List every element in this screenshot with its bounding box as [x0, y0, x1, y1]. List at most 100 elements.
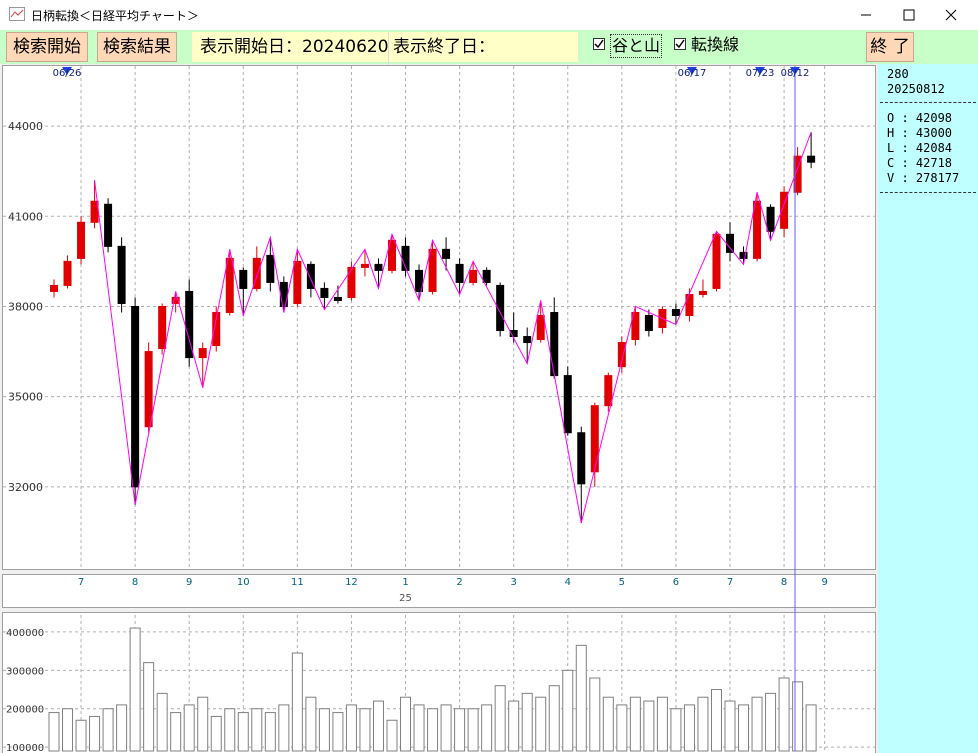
volume-bar: [656, 696, 668, 752]
volume-bar: [670, 708, 682, 752]
candle-body: [293, 260, 302, 304]
candle-body: [685, 293, 694, 316]
volume-bar: [48, 712, 60, 752]
volume-bar: [102, 708, 114, 752]
candle-body: [455, 263, 464, 283]
turning-line-label[interactable]: 転換線: [691, 35, 740, 54]
price-panel: [2, 65, 876, 570]
candle-body: [374, 263, 383, 271]
y-tick-label: 41000: [8, 210, 43, 223]
candle-body: [712, 233, 721, 289]
candle-body: [644, 314, 653, 332]
search-results-button[interactable]: 検索結果: [97, 32, 177, 62]
volume-bar: [778, 677, 790, 752]
volume-bar: [332, 712, 344, 752]
volume-bar: [264, 712, 276, 752]
y-tick-label: 35000: [8, 391, 43, 404]
candle-body: [266, 254, 275, 283]
candle-body: [117, 245, 126, 304]
candle-body: [63, 260, 72, 286]
ohlcv-high: H : 43000: [887, 126, 953, 140]
candle-body: [252, 257, 261, 289]
candle-body: [388, 239, 396, 271]
candle-body: [347, 266, 356, 298]
volume-bar: [413, 704, 425, 752]
candle-body: [590, 405, 599, 473]
info-panel: 280 20250812 O : 42098 H : 43000 L : 420…: [878, 64, 978, 753]
volume-bar: [183, 704, 195, 752]
candle-body: [536, 314, 545, 341]
separator: [880, 192, 976, 193]
candle-body: [225, 257, 234, 313]
volume-bar: [697, 696, 709, 752]
window-controls[interactable]: [850, 0, 978, 30]
chart-area: 7 8 9 10 11 12 1 2 3 4 5 6 7 8 92532000350003800041000…: [2, 65, 876, 753]
candle-body: [753, 200, 762, 259]
volume-bar: [345, 704, 357, 752]
marker-label: 07/23: [746, 68, 775, 79]
x-year-label: 25: [399, 593, 412, 604]
candle-body: [306, 263, 315, 289]
y-tick-label: 38000: [8, 300, 43, 313]
candle-body: [807, 155, 816, 163]
marker-triangle: [62, 67, 72, 75]
axis-panel: [2, 574, 876, 608]
candle-body: [726, 233, 734, 253]
volume-bar: [170, 712, 182, 752]
separator: [880, 102, 976, 103]
candle-body: [698, 290, 707, 295]
candle-body: [158, 305, 167, 350]
volume-bar: [521, 692, 533, 752]
volume-bar: [562, 669, 574, 752]
toolbar: 検索開始 検索結果 表示開始日：20240620 表示終了日：20250820 …: [0, 30, 978, 92]
volume-bar: [62, 708, 74, 752]
candle-body: [780, 191, 789, 229]
date-range: 表示開始日：20240620 表示終了日：20250820: [192, 32, 578, 92]
candle-body: [563, 375, 572, 434]
volume-bar: [738, 704, 750, 752]
candle-body: [617, 342, 626, 368]
candle-body: [198, 348, 207, 359]
marker-triangle: [755, 67, 765, 75]
volume-bar: [116, 704, 128, 752]
candle-body: [766, 206, 775, 232]
close[interactable]: [945, 9, 957, 21]
volume-bar: [710, 689, 722, 752]
candle-body: [442, 248, 451, 259]
volume-bar: [427, 708, 439, 752]
candle-body: [185, 290, 194, 359]
volume-bar: [291, 652, 303, 752]
ohlcv-volume: V : 278177: [887, 171, 960, 185]
volume-bar: [575, 644, 587, 752]
x-tick-label: 5: [619, 577, 625, 588]
window-title: 日柄転換＜日経平均チャート＞: [31, 9, 199, 23]
exit-button[interactable]: 終 了: [866, 32, 914, 62]
volume-bar: [251, 708, 263, 752]
peaks-valleys-label[interactable]: 谷と山: [610, 34, 663, 58]
search-start-button[interactable]: 検索開始: [6, 32, 88, 62]
peaks-valleys-checkbox[interactable]: [593, 38, 605, 50]
start-date: 表示開始日：20240620: [200, 37, 389, 57]
candle-body: [90, 200, 99, 223]
y-tick-label: 32000: [8, 481, 43, 494]
turning-line-checkbox[interactable]: [674, 38, 686, 50]
maximize[interactable]: [903, 9, 915, 21]
marker-label: 08/12: [781, 68, 810, 79]
candle-body: [523, 336, 532, 344]
x-tick-label: 7: [727, 577, 733, 588]
candle-body: [482, 269, 491, 283]
marker-label: 06/17: [678, 68, 707, 79]
candle-body: [739, 251, 748, 259]
volume-bar: [386, 719, 398, 752]
marker-label: 06/26: [53, 68, 82, 79]
volume-bar: [372, 700, 384, 752]
volume-bar: [454, 708, 466, 752]
volume-bar: [129, 627, 141, 752]
x-tick-label: 9: [186, 577, 192, 588]
app-icon: [9, 7, 25, 21]
marker-triangle: [790, 67, 800, 75]
volume-bar: [197, 696, 209, 752]
x-tick-label: 8: [132, 577, 138, 588]
volume-bar: [89, 715, 101, 752]
candle-body: [104, 203, 113, 247]
